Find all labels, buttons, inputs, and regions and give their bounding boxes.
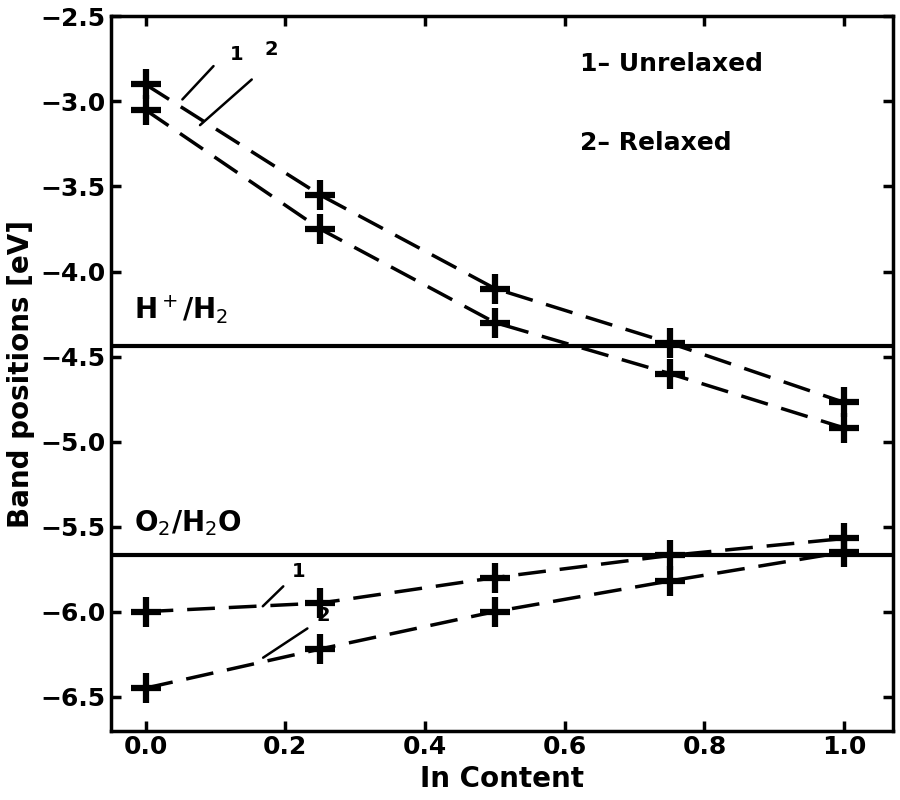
Text: 1: 1 (230, 45, 243, 64)
Text: 1: 1 (292, 562, 306, 581)
Text: 2: 2 (317, 606, 330, 626)
Text: O$_2$/H$_2$O: O$_2$/H$_2$O (134, 509, 242, 538)
Y-axis label: Band positions [eV]: Band positions [eV] (7, 219, 35, 527)
X-axis label: In Content: In Content (419, 765, 584, 793)
Text: 2– Relaxed: 2– Relaxed (580, 130, 732, 154)
Text: H$^+$/H$_2$: H$^+$/H$_2$ (134, 294, 229, 326)
Text: 2: 2 (265, 40, 278, 59)
Text: 1– Unrelaxed: 1– Unrelaxed (580, 52, 763, 76)
